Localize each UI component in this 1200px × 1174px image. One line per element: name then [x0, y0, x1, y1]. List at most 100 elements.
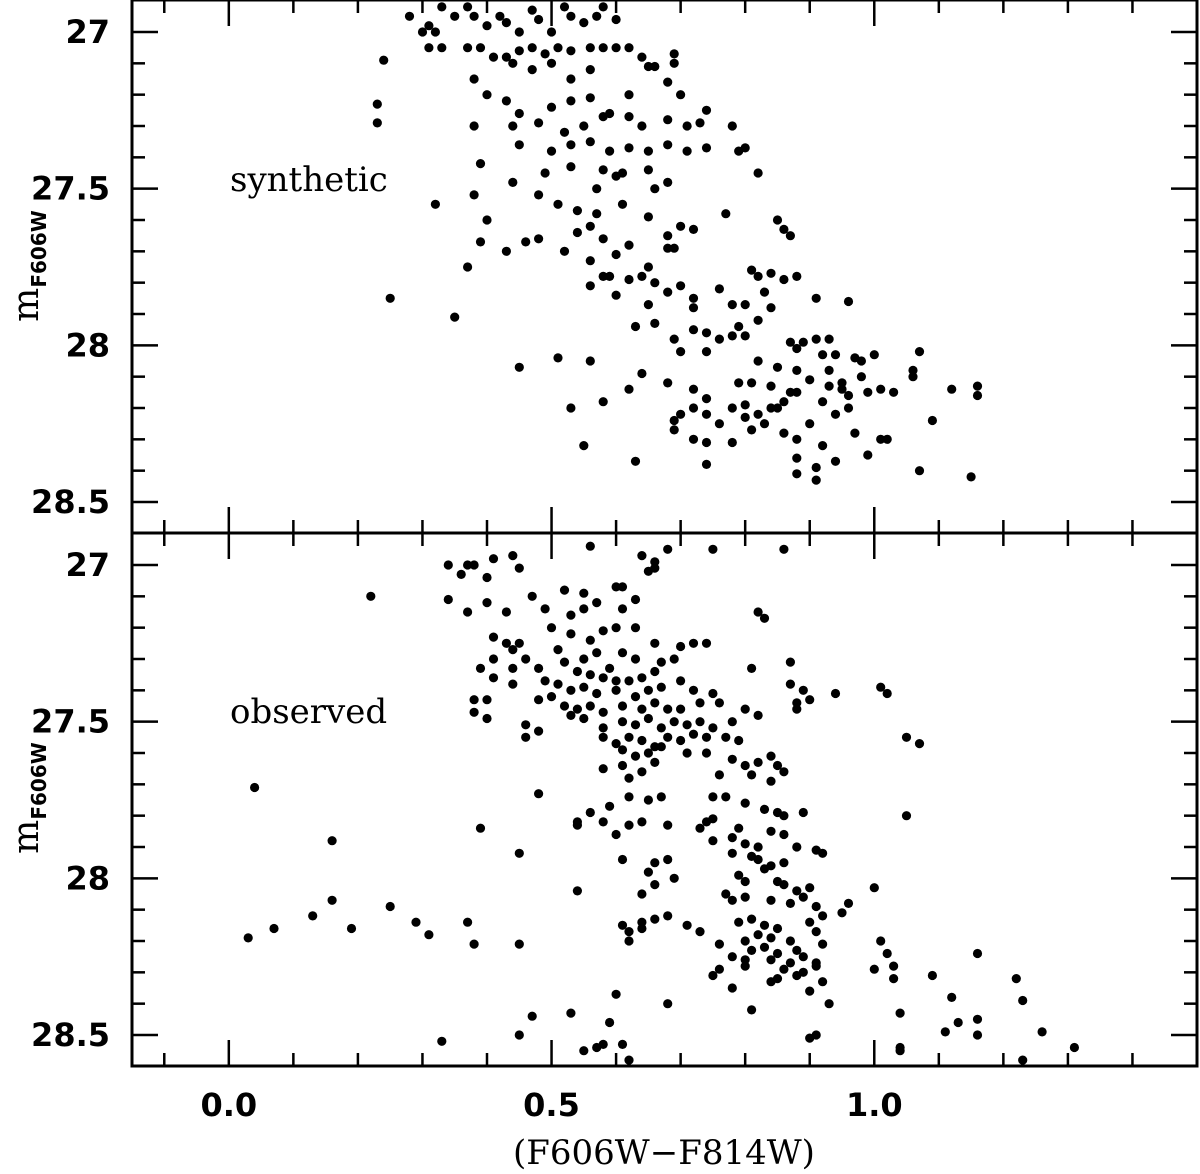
observed-point — [624, 676, 634, 686]
observed-point — [914, 739, 925, 749]
observed-point — [669, 873, 679, 883]
observed-point — [721, 732, 731, 742]
observed-point — [617, 648, 628, 658]
observed-point — [785, 936, 796, 946]
observed-ytick-label: 28.5 — [31, 1016, 110, 1054]
synthetic-point — [579, 18, 589, 28]
observed-point — [805, 917, 815, 927]
observed-point — [895, 1008, 905, 1018]
synthetic-point — [676, 409, 686, 419]
observed-point — [779, 544, 789, 554]
synthetic-point — [572, 206, 583, 216]
observed-point — [269, 923, 279, 934]
observed-point — [818, 911, 828, 921]
observed-point — [553, 645, 563, 655]
observed-point — [598, 764, 608, 774]
synthetic-point — [546, 27, 557, 37]
observed-point — [656, 742, 666, 752]
synthetic-point — [830, 350, 841, 360]
observed-point — [785, 958, 796, 968]
synthetic-point — [637, 121, 647, 131]
synthetic-point — [914, 347, 925, 357]
observed-point — [740, 798, 750, 808]
observed-point — [463, 560, 473, 570]
synthetic-point — [876, 434, 886, 444]
observed-point — [534, 663, 544, 674]
observed-point — [747, 945, 757, 956]
synthetic-point — [747, 425, 757, 435]
observed-point — [1037, 1027, 1047, 1037]
observed-point — [766, 933, 776, 943]
synthetic-point — [863, 387, 873, 397]
synthetic-point — [843, 296, 854, 307]
observed-point — [250, 782, 260, 793]
synthetic-point — [611, 290, 621, 300]
observed-point — [572, 886, 583, 896]
synthetic-point — [798, 337, 808, 347]
synthetic-point — [805, 419, 815, 429]
observed-point — [747, 1005, 757, 1015]
synthetic-point — [611, 14, 621, 25]
observed-point — [579, 588, 589, 598]
synthetic-point — [566, 46, 576, 56]
observed-point — [779, 964, 789, 974]
synthetic-point — [559, 127, 570, 137]
synthetic-point — [966, 472, 976, 482]
synthetic-point — [534, 190, 544, 200]
synthetic-point — [475, 237, 486, 247]
synthetic-point — [501, 96, 511, 106]
synthetic-point — [824, 334, 834, 344]
observed-point — [805, 986, 815, 996]
observed-point — [585, 807, 595, 818]
observed-point — [443, 560, 453, 570]
observed-point — [882, 948, 892, 959]
synthetic-point — [585, 356, 595, 366]
synthetic-point — [676, 281, 686, 291]
synthetic-point — [663, 77, 673, 87]
observed-point — [798, 807, 808, 818]
synthetic-point — [727, 331, 737, 341]
observed-point — [740, 760, 750, 771]
synthetic-point — [805, 375, 815, 385]
observed-point — [766, 751, 776, 761]
observed-point — [521, 732, 531, 742]
synthetic-point — [695, 118, 705, 128]
observed-point — [327, 895, 337, 905]
synthetic-point — [843, 390, 854, 401]
observed-point — [637, 704, 647, 714]
observed-point — [708, 544, 718, 554]
observed-point — [488, 554, 499, 564]
observed-point — [540, 604, 550, 614]
synthetic-point — [624, 274, 634, 285]
observed-point — [953, 1017, 963, 1028]
synthetic-point — [753, 356, 763, 366]
observed-point — [895, 1046, 905, 1056]
observed-ytick-label: 27 — [65, 546, 110, 584]
synthetic-point — [463, 43, 473, 53]
synthetic-point — [740, 143, 750, 153]
observed-point — [559, 585, 570, 595]
observed-label: observed — [230, 692, 387, 732]
observed-point — [721, 889, 731, 899]
synthetic-point — [682, 146, 692, 156]
observed-point — [747, 663, 757, 674]
synthetic-point — [947, 384, 957, 394]
observed-point — [811, 901, 821, 912]
synthetic-point — [792, 343, 802, 354]
synthetic-point — [611, 171, 621, 181]
observed-point — [734, 823, 744, 833]
observed-point — [611, 676, 621, 686]
synthetic-point — [766, 268, 776, 278]
synthetic-point — [747, 265, 757, 275]
synthetic-point — [811, 475, 821, 485]
observed-point — [637, 817, 647, 827]
observed-point — [798, 952, 808, 962]
synthetic-point — [701, 437, 712, 448]
observed-point — [753, 930, 763, 940]
observed-point — [734, 870, 744, 880]
synthetic-point — [566, 403, 576, 413]
observed-point — [598, 707, 608, 717]
synthetic-point — [611, 43, 621, 53]
observed-point — [308, 911, 318, 921]
synthetic-point — [727, 121, 737, 131]
